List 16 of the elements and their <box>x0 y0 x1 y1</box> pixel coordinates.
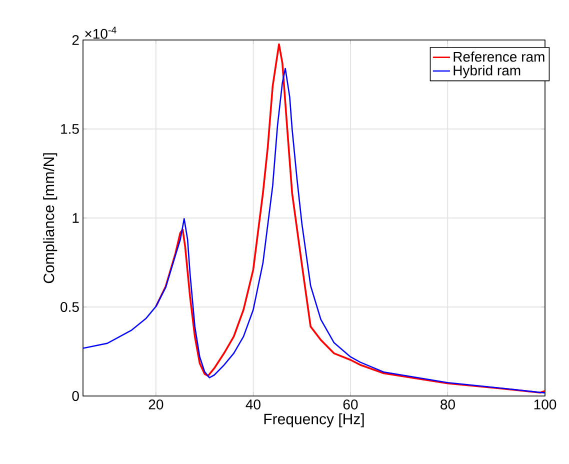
y-tick-label: 0.5 <box>60 302 79 312</box>
y-tick-label: 1 <box>72 213 79 223</box>
x-tick-label: 80 <box>440 400 455 410</box>
y-axis-title: Compliance [mm/N] <box>43 153 58 284</box>
line-series <box>155 43 545 394</box>
x-tick-label: 60 <box>343 400 358 410</box>
x-tick-label: 20 <box>148 400 164 410</box>
y-tick-label: 0 <box>72 391 79 401</box>
x-axis-title: Frequency [Hz] <box>264 413 364 428</box>
x-tick-label: 100 <box>534 400 556 410</box>
x-tick-label: 40 <box>246 400 260 410</box>
y-tick-label: 1.5 <box>61 124 79 134</box>
text: ×10$^{-4}$ <box>85 26 116 39</box>
y-tick-label: 2 <box>72 35 79 45</box>
legend-label: Hybrid ram <box>454 65 520 78</box>
legend-label: Reference ram <box>454 52 544 62</box>
